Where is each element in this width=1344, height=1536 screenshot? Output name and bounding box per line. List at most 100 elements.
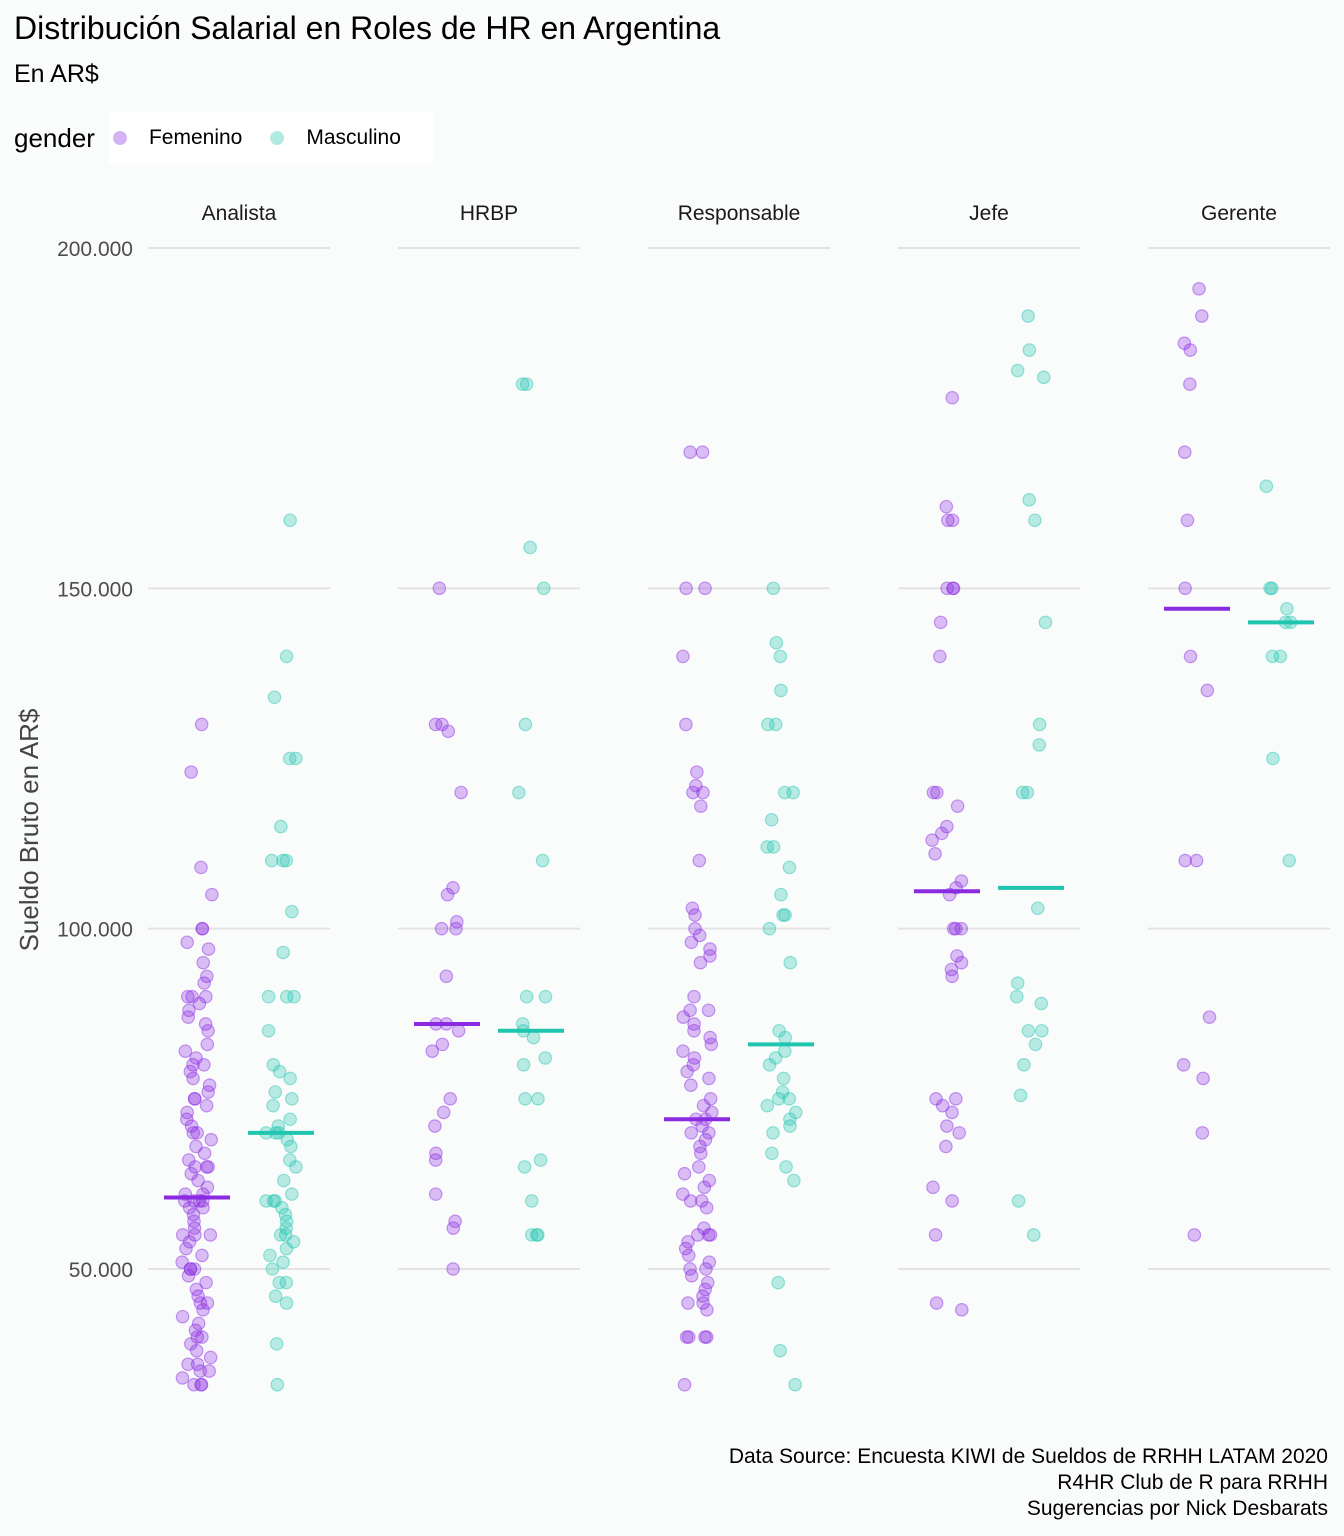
data-point bbox=[692, 928, 707, 943]
data-point bbox=[940, 1119, 954, 1133]
data-point bbox=[273, 819, 288, 834]
data-point bbox=[700, 1275, 715, 1290]
data-point bbox=[1273, 649, 1288, 664]
data-point bbox=[279, 1275, 294, 1290]
data-point bbox=[690, 765, 704, 779]
data-point bbox=[948, 921, 963, 936]
data-point bbox=[265, 1262, 280, 1276]
data-point bbox=[186, 1126, 201, 1140]
data-point bbox=[202, 1364, 216, 1378]
data-point bbox=[200, 1037, 215, 1052]
data-point bbox=[451, 1023, 466, 1038]
data-point bbox=[773, 649, 788, 664]
data-point bbox=[693, 955, 708, 970]
data-point bbox=[696, 785, 710, 800]
data-point bbox=[184, 765, 198, 779]
data-point bbox=[683, 1262, 697, 1276]
data-point bbox=[204, 1132, 218, 1147]
data-point bbox=[196, 1303, 210, 1317]
data-point bbox=[286, 1234, 301, 1249]
legend-keys: Femenino Masculino bbox=[108, 112, 433, 164]
data-point bbox=[689, 778, 703, 793]
data-point bbox=[194, 860, 208, 875]
data-point bbox=[701, 1003, 716, 1018]
data-point bbox=[182, 1200, 197, 1215]
facet-label: Responsable bbox=[678, 202, 801, 225]
data-point bbox=[531, 1228, 545, 1242]
data-point bbox=[190, 1126, 204, 1140]
chart-title: Distribución Salarial en Roles de HR en … bbox=[14, 10, 721, 46]
data-point bbox=[696, 1289, 710, 1304]
data-point bbox=[189, 1139, 203, 1154]
data-point bbox=[283, 1071, 297, 1086]
data-point bbox=[774, 887, 788, 902]
data-point bbox=[187, 1092, 202, 1106]
data-point bbox=[264, 853, 279, 868]
data-point bbox=[1026, 1228, 1041, 1242]
data-point bbox=[699, 1330, 714, 1344]
data-point bbox=[449, 915, 464, 929]
caption: Data Source: Encuesta KIWI de Sueldos de… bbox=[729, 1444, 1328, 1522]
data-point bbox=[680, 1064, 694, 1079]
data-point bbox=[279, 1241, 294, 1256]
data-point bbox=[698, 1330, 712, 1344]
data-point bbox=[269, 1337, 284, 1351]
data-point bbox=[531, 1092, 545, 1106]
facet-label: HRBP bbox=[460, 202, 518, 225]
data-point bbox=[443, 1092, 458, 1106]
data-point bbox=[428, 1153, 443, 1167]
data-point bbox=[191, 1316, 206, 1331]
data-point bbox=[788, 1105, 803, 1120]
data-point bbox=[186, 1071, 200, 1086]
data-point bbox=[1195, 1126, 1210, 1140]
data-point bbox=[1020, 785, 1035, 800]
data-point bbox=[184, 1166, 199, 1181]
legend-title: gender bbox=[14, 122, 95, 153]
data-point bbox=[517, 1160, 532, 1174]
data-point bbox=[683, 1194, 698, 1208]
data-point bbox=[1202, 1010, 1217, 1024]
data-point bbox=[702, 1255, 717, 1269]
data-point bbox=[273, 1228, 288, 1242]
data-point bbox=[200, 969, 214, 984]
data-point bbox=[687, 1023, 701, 1038]
data-point bbox=[189, 1051, 203, 1065]
data-point bbox=[941, 513, 955, 528]
data-point bbox=[675, 1187, 690, 1201]
data-point bbox=[698, 1132, 713, 1147]
data-point bbox=[199, 989, 213, 1004]
data-point bbox=[283, 1153, 297, 1167]
data-point bbox=[1021, 1023, 1036, 1038]
data-point bbox=[195, 1248, 209, 1263]
data-point bbox=[196, 955, 211, 970]
data-point bbox=[1017, 1058, 1031, 1072]
data-point bbox=[276, 1173, 291, 1188]
data-point bbox=[454, 785, 468, 800]
data-point bbox=[195, 1330, 209, 1344]
data-point bbox=[1183, 343, 1198, 357]
data-point bbox=[766, 581, 781, 596]
data-point bbox=[282, 751, 297, 766]
data-point bbox=[1265, 581, 1279, 596]
data-point bbox=[694, 1194, 709, 1208]
data-point bbox=[202, 1078, 217, 1093]
data-point bbox=[187, 1214, 201, 1229]
data-point bbox=[439, 969, 454, 984]
data-point bbox=[930, 785, 944, 800]
data-point bbox=[676, 1010, 691, 1024]
data-point bbox=[686, 785, 700, 800]
data-point bbox=[946, 921, 961, 936]
data-point bbox=[1282, 853, 1297, 868]
data-point bbox=[773, 1343, 787, 1358]
data-point bbox=[1180, 513, 1195, 528]
data-point bbox=[945, 1194, 959, 1208]
data-point bbox=[180, 1105, 194, 1120]
data-point bbox=[1195, 309, 1209, 323]
data-point bbox=[676, 649, 690, 664]
data-point bbox=[681, 1330, 696, 1344]
data-point bbox=[1183, 649, 1198, 664]
data-point bbox=[178, 1044, 193, 1058]
data-point bbox=[1010, 976, 1025, 990]
data-point bbox=[523, 540, 537, 555]
data-point bbox=[768, 1051, 783, 1065]
